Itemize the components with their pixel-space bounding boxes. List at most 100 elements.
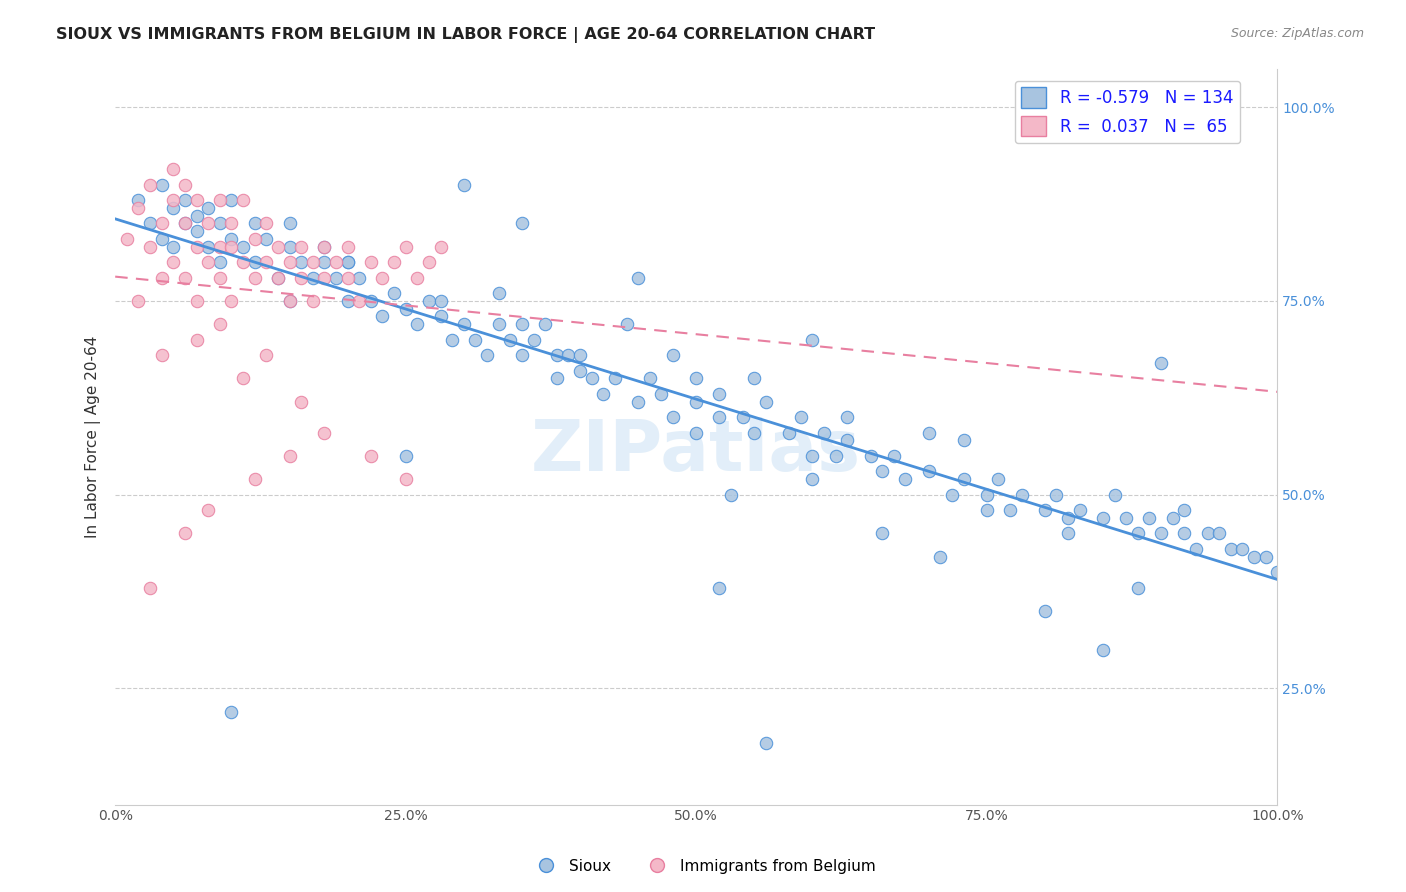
Point <box>1243 549 1265 564</box>
Point <box>314 240 336 254</box>
Point <box>406 270 429 285</box>
Point <box>406 317 429 331</box>
Point <box>267 270 290 285</box>
Point <box>546 371 568 385</box>
Point <box>685 371 707 385</box>
Point <box>232 371 254 385</box>
Point <box>1161 511 1184 525</box>
Point <box>221 193 243 207</box>
Point <box>115 232 138 246</box>
Point <box>267 240 290 254</box>
Point <box>221 293 243 308</box>
Point <box>336 255 359 269</box>
Point <box>709 581 731 595</box>
Point <box>174 270 197 285</box>
Point <box>778 425 800 440</box>
Point <box>197 201 219 215</box>
Point <box>685 425 707 440</box>
Point <box>1091 511 1114 525</box>
Point <box>150 232 173 246</box>
Point <box>197 255 219 269</box>
Point <box>801 449 824 463</box>
Point <box>186 333 208 347</box>
Point <box>186 224 208 238</box>
Point <box>429 240 451 254</box>
Point <box>221 217 243 231</box>
Point <box>1208 526 1230 541</box>
Point <box>139 217 162 231</box>
Point <box>1033 604 1056 618</box>
Point <box>174 217 197 231</box>
Point <box>941 488 963 502</box>
Point <box>254 348 277 362</box>
Point <box>790 410 813 425</box>
Point <box>208 317 231 331</box>
Point <box>336 255 359 269</box>
Point <box>186 193 208 207</box>
Point <box>1057 511 1080 525</box>
Point <box>278 293 301 308</box>
Point <box>418 255 440 269</box>
Point <box>998 503 1021 517</box>
Point <box>616 317 638 331</box>
Point <box>232 255 254 269</box>
Point <box>1185 541 1208 556</box>
Point <box>174 526 197 541</box>
Point <box>1265 565 1288 579</box>
Point <box>429 310 451 324</box>
Point <box>325 255 347 269</box>
Point <box>314 270 336 285</box>
Point <box>801 472 824 486</box>
Point <box>395 301 418 316</box>
Point <box>1197 526 1219 541</box>
Point <box>429 293 451 308</box>
Point <box>150 217 173 231</box>
Point <box>314 425 336 440</box>
Point <box>499 333 522 347</box>
Point <box>186 293 208 308</box>
Point <box>139 240 162 254</box>
Point <box>1104 488 1126 502</box>
Point <box>371 310 394 324</box>
Point <box>709 410 731 425</box>
Point <box>150 178 173 192</box>
Point <box>662 410 685 425</box>
Point <box>592 387 614 401</box>
Point <box>1173 526 1195 541</box>
Point <box>976 488 998 502</box>
Point <box>336 240 359 254</box>
Point <box>870 526 893 541</box>
Text: ZIPatlas: ZIPatlas <box>531 417 862 486</box>
Point <box>755 736 778 750</box>
Point <box>360 449 382 463</box>
Point <box>254 255 277 269</box>
Point <box>221 232 243 246</box>
Point <box>488 317 510 331</box>
Point <box>1091 642 1114 657</box>
Point <box>278 217 301 231</box>
Point <box>208 217 231 231</box>
Point <box>453 317 475 331</box>
Point <box>371 270 394 285</box>
Point <box>1254 549 1277 564</box>
Point <box>837 434 859 448</box>
Point <box>127 293 149 308</box>
Point <box>1232 541 1254 556</box>
Point <box>1139 511 1161 525</box>
Point <box>1173 503 1195 517</box>
Point <box>418 293 440 308</box>
Point <box>278 240 301 254</box>
Point <box>755 394 778 409</box>
Point <box>174 193 197 207</box>
Point <box>197 503 219 517</box>
Point <box>546 348 568 362</box>
Point <box>685 394 707 409</box>
Point <box>813 425 835 440</box>
Point <box>127 193 149 207</box>
Point <box>627 394 650 409</box>
Point <box>208 255 231 269</box>
Legend: R = -0.579   N = 134, R =  0.037   N =  65: R = -0.579 N = 134, R = 0.037 N = 65 <box>1015 80 1240 143</box>
Point <box>382 255 405 269</box>
Point <box>186 209 208 223</box>
Point <box>197 240 219 254</box>
